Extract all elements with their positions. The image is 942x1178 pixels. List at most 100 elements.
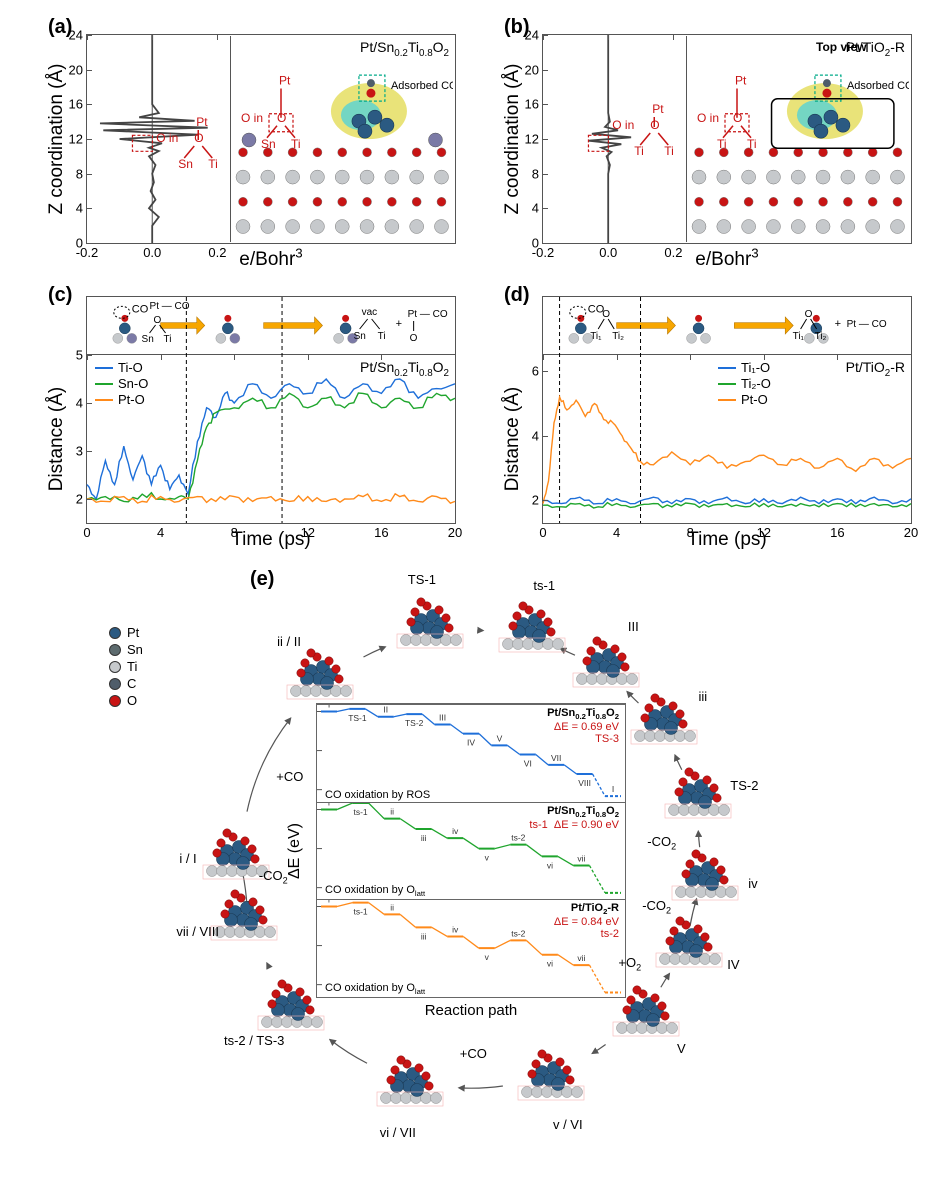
svg-text:Pt — CO: Pt — CO bbox=[408, 309, 448, 320]
cycle-node-label-ii: ii / II bbox=[229, 634, 349, 649]
svg-text:i: i bbox=[328, 900, 330, 905]
svg-text:Ti: Ti bbox=[634, 144, 644, 158]
svg-text:O: O bbox=[410, 333, 418, 344]
panel-e-inner-plot: ΔE (eV) Reaction path 0-3-6ITS-1IITS-2II… bbox=[316, 703, 626, 998]
svg-text:III: III bbox=[439, 713, 446, 723]
cycle-step-label: +CO bbox=[276, 769, 303, 784]
svg-text:CO: CO bbox=[132, 303, 149, 315]
panel-a-label: (a) bbox=[48, 16, 72, 39]
panel-a-xlabel: e/Bohr3 bbox=[239, 246, 302, 271]
panel-d-scheme-strip: COOTi₁Ti₂OTi₁Ti₂+Pt — CO bbox=[542, 296, 912, 354]
svg-text:Ti₂: Ti₂ bbox=[612, 331, 624, 342]
panel-a-frame: Z coordination (Å) e/Bohr3 PtO inOSnTi A… bbox=[86, 34, 456, 244]
svg-text:i: i bbox=[328, 803, 330, 808]
svg-text:II: II bbox=[383, 705, 388, 715]
svg-text:O: O bbox=[154, 315, 162, 326]
svg-text:Sn: Sn bbox=[178, 157, 193, 171]
cycle-node-III bbox=[567, 627, 645, 689]
e-inner-sub-0: 0-3-6ITS-1IITS-2IIIIVVVIVIIVIIIIPt/Sn0.2… bbox=[317, 704, 625, 803]
svg-text:Pt — CO: Pt — CO bbox=[847, 319, 887, 330]
svg-text:v: v bbox=[485, 953, 490, 963]
panel-b-ylabel: Z coordination (Å) bbox=[502, 63, 524, 214]
panel-d-frame: Distance (Å) Time (ps) 246048121620Ti₁-O… bbox=[542, 354, 912, 524]
cycle-node-label-ts1u: TS-1 bbox=[362, 572, 482, 587]
svg-text:Ti₁: Ti₁ bbox=[590, 331, 602, 342]
svg-text:iii: iii bbox=[421, 932, 427, 942]
panel-e-inner-ylabel: ΔE (eV) bbox=[286, 822, 304, 878]
panel-e-inner-xlabel: Reaction path bbox=[425, 1002, 518, 1019]
svg-text:Ti: Ti bbox=[291, 137, 301, 151]
svg-text:Ti₂: Ti₂ bbox=[815, 331, 827, 342]
panel-c: (c) COPt — COOSnTivacSnTi+Pt — COO Dista… bbox=[30, 290, 456, 560]
cycle-node-label-ts2u: TS-2 bbox=[684, 778, 804, 793]
panel_a-title: Pt/Sn0.2Ti0.8O2 bbox=[360, 39, 449, 59]
svg-text:IV: IV bbox=[467, 738, 475, 748]
svg-text:O: O bbox=[602, 309, 610, 320]
panel-b-schematic: Adsorbed COPtO inOTiTiTop view bbox=[686, 36, 910, 242]
svg-text:Ti: Ti bbox=[164, 334, 172, 345]
svg-text:ts-2: ts-2 bbox=[511, 929, 525, 939]
svg-text:vac: vac bbox=[362, 307, 378, 318]
row-cd: (c) COPt — COOSnTivacSnTi+Pt — COO Dista… bbox=[30, 290, 912, 560]
cycle-step-label: -CO2 bbox=[642, 898, 671, 916]
cycle-node-label-vii: vii / VIII bbox=[138, 924, 258, 939]
svg-text:Pt — CO: Pt — CO bbox=[150, 301, 190, 312]
cycle-node-label-IV: IV bbox=[673, 957, 793, 972]
cycle-step-label: +O2 bbox=[618, 955, 641, 973]
panel_c-title: Pt/Sn0.2Ti0.8O2 bbox=[360, 359, 449, 379]
cycle-node-V bbox=[607, 976, 685, 1038]
panel-e-cycle: PtSnTiCO ΔE (eV) Reaction path 0-3-6ITS-… bbox=[31, 568, 911, 1128]
panel_d-title: Pt/TiO2-R bbox=[846, 359, 905, 379]
cycle-node-label-III: III bbox=[573, 619, 693, 634]
svg-text:ts-1: ts-1 bbox=[353, 807, 367, 817]
svg-text:vii: vii bbox=[577, 853, 585, 863]
svg-text:Ti: Ti bbox=[747, 137, 757, 151]
svg-text:+: + bbox=[396, 318, 402, 330]
svg-text:ii: ii bbox=[390, 903, 394, 913]
svg-text:iii: iii bbox=[421, 833, 427, 843]
svg-text:ii: ii bbox=[390, 806, 394, 816]
cycle-node-vi bbox=[371, 1046, 449, 1108]
cycle-step-label: -CO2 bbox=[259, 868, 288, 886]
atom-legend: PtSnTiCO bbox=[109, 623, 143, 710]
svg-text:ts-1: ts-1 bbox=[353, 907, 367, 917]
panel-c-ylabel: Distance (Å) bbox=[46, 387, 68, 492]
svg-text:I: I bbox=[328, 705, 330, 710]
svg-text:vi: vi bbox=[547, 959, 553, 969]
svg-text:Pt: Pt bbox=[652, 102, 664, 116]
svg-text:O in: O in bbox=[697, 111, 719, 125]
cycle-node-label-v: v / VI bbox=[508, 1117, 628, 1132]
cycle-node-label-i: i / I bbox=[128, 851, 248, 866]
svg-text:Sn: Sn bbox=[261, 137, 276, 151]
cycle-node-label-ts23: ts-2 / TS-3 bbox=[194, 1033, 314, 1048]
svg-text:O: O bbox=[805, 309, 813, 320]
row-ab: (a) Z coordination (Å) e/Bohr3 PtO inOSn… bbox=[30, 20, 912, 280]
cycle-node-ts1l bbox=[493, 592, 571, 654]
cycle-step-label: +CO bbox=[460, 1046, 487, 1061]
panel-c-xlabel: Time (ps) bbox=[231, 529, 311, 551]
svg-text:O in: O in bbox=[241, 111, 263, 125]
panel-a-schematic: Adsorbed COPtO inOSnTi bbox=[230, 36, 454, 242]
panel-c-scheme-strip: COPt — COOSnTivacSnTi+Pt — COO bbox=[86, 296, 456, 354]
svg-text:Ti₁: Ti₁ bbox=[793, 331, 805, 342]
panel-b: (b) Z coordination (Å) e/Bohr3 PtO inOTi… bbox=[486, 20, 912, 280]
svg-text:VII: VII bbox=[551, 753, 561, 763]
panel-d-ylabel: Distance (Å) bbox=[502, 387, 524, 492]
cycle-step-label: -CO2 bbox=[647, 834, 676, 852]
panel_d-legend: Ti₁-OTi₂-OPt-O bbox=[718, 359, 771, 408]
svg-text:TS-2: TS-2 bbox=[405, 718, 424, 728]
svg-text:+: + bbox=[835, 318, 841, 330]
panel-a: (a) Z coordination (Å) e/Bohr3 PtO inOSn… bbox=[30, 20, 456, 280]
cycle-node-label-ts1l: ts-1 bbox=[484, 578, 604, 593]
svg-text:Ti: Ti bbox=[378, 331, 386, 342]
svg-text:Ti: Ti bbox=[664, 144, 674, 158]
cycle-node-v bbox=[512, 1040, 590, 1102]
svg-text:vii: vii bbox=[577, 953, 585, 963]
panel-d: (d) COOTi₁Ti₂OTi₁Ti₂+Pt — CO Distance (Å… bbox=[486, 290, 912, 560]
figure-root: (a) Z coordination (Å) e/Bohr3 Pt O in O Sn… bbox=[0, 0, 942, 1178]
svg-text:VIII: VIII bbox=[578, 778, 591, 788]
cycle-node-ts23 bbox=[252, 970, 330, 1032]
panel_c-legend: Ti-OSn-OPt-O bbox=[95, 359, 148, 408]
cycle-node-label-iv: iv bbox=[693, 876, 813, 891]
cycle-node-ts1u bbox=[391, 588, 469, 650]
